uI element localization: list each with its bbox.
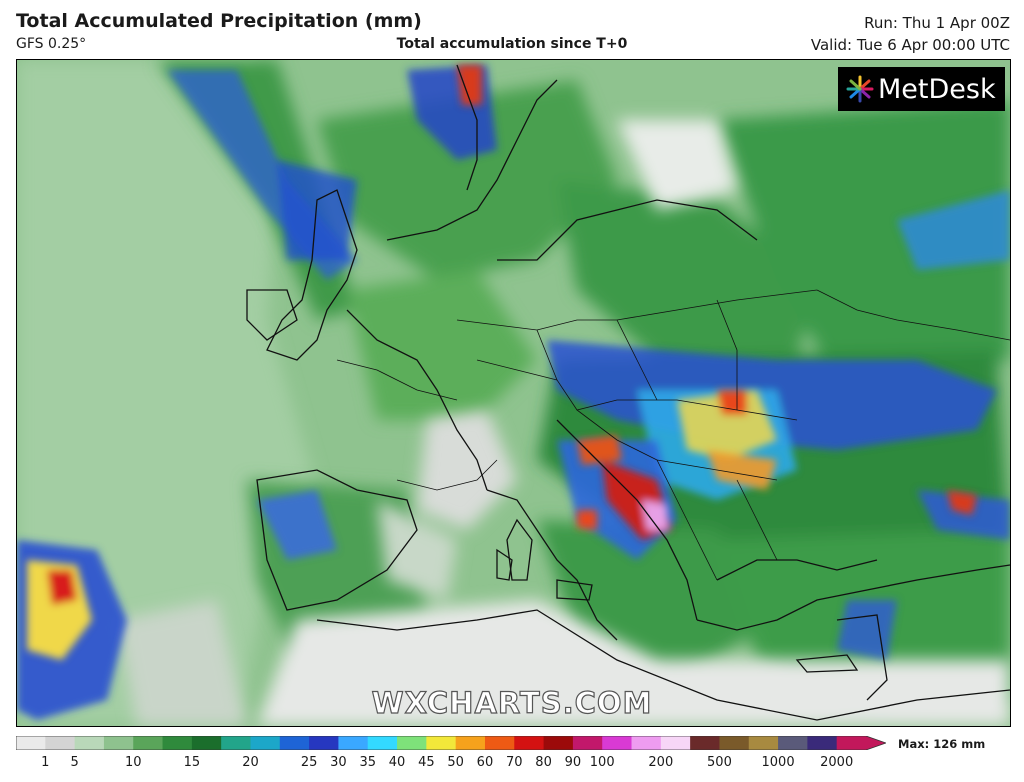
legend-tick-label: 40 [388,755,406,770]
country-borders [336,289,1010,581]
legend-tick-label: 5 [70,755,79,770]
legend-swatch [719,736,750,750]
legend-swatch [162,736,193,750]
legend-swatch [484,736,515,750]
run-label: Run: Thu 1 Apr 00Z [864,14,1010,32]
legend-tick-label: 500 [707,755,732,770]
legend-tick-label: 2000 [820,755,854,770]
legend-tick-label: 10 [124,755,142,770]
legend-tick-label: 70 [505,755,523,770]
legend-tick-label: 100 [589,755,615,770]
legend-swatch [602,736,633,750]
map-svg [17,60,1010,726]
legend-border [16,736,886,750]
legend-swatch [514,736,545,750]
legend-tick-label: 50 [447,755,464,770]
legend-swatch [221,736,251,750]
valid-label: Valid: Tue 6 Apr 00:00 UTC [810,36,1010,54]
legend-swatch [133,736,164,750]
legend-swatch [748,736,779,750]
legend-swatch [807,736,838,750]
legend-swatch [543,736,574,750]
legend-swatch [778,736,808,750]
legend-swatch [836,736,867,750]
legend-max-label: Max: 126 mm [898,737,986,751]
legend-swatch [397,736,427,750]
legend-swatch [279,736,310,750]
legend-tick-label: 30 [330,755,347,770]
legend-swatch [631,736,662,750]
legend-swatch [660,736,691,750]
legend-swatch [74,736,105,750]
legend-swatch [250,736,281,750]
legend-swatch [45,736,76,750]
legend-ticks: 1 5 10 15 20 25 30 35 40 45 50 60 70 80 90 100 200 500 100… [0,755,1024,775]
legend-swatch [426,736,457,750]
dry-zones [117,120,1010,726]
chart-title: Total Accumulated Precipitation (mm) [16,10,422,32]
chart-subtitle: Total accumulation since T+0 [396,36,628,52]
legend-tick-label: 45 [418,755,435,770]
precipitation-map [16,59,1011,727]
legend-swatch [191,736,222,750]
legend-swatch [455,736,486,750]
legend-tick-label: 15 [183,755,201,770]
starburst-logo-icon [846,75,874,103]
coastlines [246,64,1010,721]
legend-tick-label: 20 [242,755,259,770]
heavy-precip-cores [27,65,977,660]
legend-swatch [367,736,398,750]
metdesk-logo-text: MetDesk [878,73,996,105]
legend-extend-arrow [866,736,886,750]
legend-swatch [690,736,720,750]
legend-tick-label: 90 [564,755,582,770]
legend-tick-label: 200 [648,755,674,770]
legend-swatch [103,736,134,750]
legend-swatch [309,736,339,750]
legend-tick-label: 80 [535,755,552,770]
legend-tick-label: 1000 [761,755,795,770]
legend-tick-label: 60 [476,755,494,770]
legend-swatch [16,736,46,750]
legend-swatch [338,736,369,750]
legend-tick-label: 35 [359,755,376,770]
model-label: GFS 0.25° [16,36,87,52]
wxcharts-watermark: WXCHARTS.COM [371,685,653,720]
legend-tick-label: 25 [300,755,318,770]
legend-tick-label: 1 [41,755,50,770]
legend-color-scale [16,736,886,750]
metdesk-logo: MetDesk [838,67,1005,111]
legend-swatch [572,736,603,750]
